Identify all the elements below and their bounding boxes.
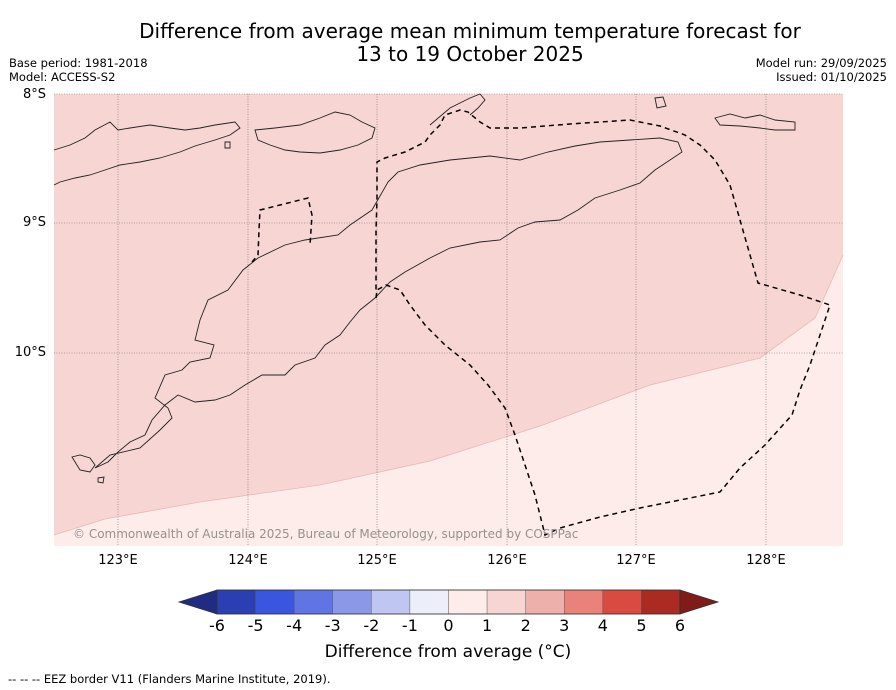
colorbar-tick-label: 4 [597, 616, 608, 635]
colorbar-tick-label: -6 [209, 616, 225, 635]
colorbar-tick-label: 3 [559, 616, 570, 635]
title-line-1: Difference from average mean minimum tem… [139, 19, 801, 43]
colorbar-cell [293, 589, 333, 615]
eez-legend-footer: -- -- -- EEZ border V11 (Flanders Marine… [8, 672, 331, 686]
eez-border [251, 109, 831, 537]
small-island-1 [654, 96, 667, 109]
small-island-2 [224, 141, 231, 149]
flores-coast [53, 121, 241, 186]
colorbar-tick-label: 0 [443, 616, 454, 635]
colorbar-tick-label: -2 [363, 616, 380, 635]
alor-coast [254, 111, 376, 154]
colorbar-tick-label: 5 [636, 616, 647, 635]
base-period-text: Base period: 1981-2018 [9, 56, 148, 70]
lon-label-127e: 127°E [616, 553, 656, 568]
graticule [54, 93, 843, 546]
lon-label-125e: 125°E [357, 553, 397, 568]
coastlines [53, 93, 796, 484]
lon-label-128e: 128°E [746, 553, 786, 568]
lon-label-124e: 124°E [228, 553, 268, 568]
colorbar-cell [525, 589, 565, 615]
colorbar-tick-label: -5 [247, 616, 264, 635]
lon-label-126e: 126°E [487, 553, 527, 568]
title-line-2: 13 to 19 October 2025 [356, 42, 584, 66]
colorbar-cell [641, 589, 681, 615]
model-run-text: Model run: 29/09/2025 [755, 56, 887, 70]
lon-label-123e: 123°E [98, 553, 138, 568]
issued-text: Issued: 01/10/2025 [776, 70, 887, 84]
anomaly-zone-0-1 [54, 255, 843, 546]
colorbar-cells [177, 589, 720, 615]
colorbar-tick-label: 2 [520, 616, 531, 635]
colorbar-cell [448, 589, 488, 615]
meta-left: Base period: 1981-2018 Model: ACCESS-S2 [9, 56, 148, 84]
colorbar-cell [409, 589, 449, 615]
colorbar-frame [216, 589, 681, 615]
timor-island-outline [94, 137, 683, 469]
colorbar-tick-label: 6 [674, 616, 686, 635]
colorbar-cell [486, 589, 526, 615]
lat-label-9s: 9°S [22, 215, 46, 230]
meta-right: Model run: 29/09/2025 Issued: 01/10/2025 [756, 56, 887, 84]
copyright-text: © Commonwealth of Australia 2025, Bureau… [73, 527, 579, 541]
colorbar-cell [216, 589, 256, 615]
lat-label-8s: 8°S [22, 87, 46, 102]
small-island-3 [97, 476, 105, 484]
colorbar-cell [255, 589, 295, 615]
lat-label-10s: 10°S [14, 345, 46, 360]
colorbar-cell [332, 589, 372, 615]
colorbar-title: Difference from average (°C) [324, 642, 572, 662]
rote-coast [71, 454, 96, 473]
colorbar-cell [602, 589, 642, 615]
wetar-coast [429, 93, 486, 126]
model-text: Model: ACCESS-S2 [9, 70, 116, 84]
colorbar-extend-low [177, 589, 218, 615]
anomaly-contour [53, 254, 844, 536]
colorbar-tick-label: -4 [286, 616, 303, 635]
colorbar-tick-label: 1 [481, 616, 493, 635]
colorbar-tick-label: -3 [324, 616, 341, 635]
babar-islands [714, 113, 796, 131]
colorbar-tick-label: -1 [401, 616, 418, 635]
colorbar-cell [371, 589, 411, 615]
colorbar-cell [564, 589, 604, 615]
colorbar-extend-high [679, 589, 720, 615]
map-title: Difference from average mean minimum tem… [100, 20, 840, 66]
